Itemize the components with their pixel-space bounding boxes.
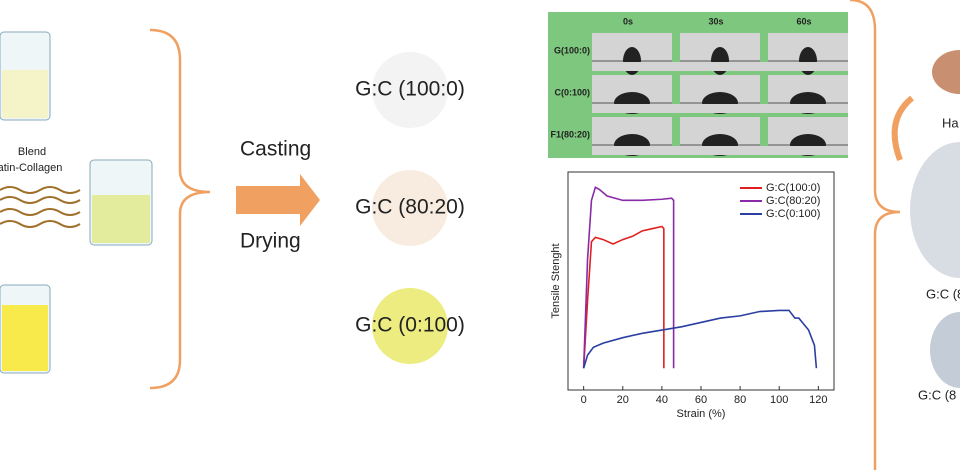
sample-label: C(0:100) [554, 87, 590, 97]
photo [910, 142, 960, 278]
mask [592, 146, 848, 155]
series-line [582, 225, 665, 369]
brace [849, 0, 901, 470]
time-label: 30s [708, 16, 723, 26]
time-label: 60s [796, 16, 811, 26]
series-line [582, 309, 818, 369]
legend-label: G:C(0:100) [766, 208, 820, 220]
time-label: 0s [623, 16, 633, 26]
photo-label: Ha [942, 115, 959, 130]
photo-label: G:C (8 [926, 286, 960, 301]
process-label: Casting [240, 138, 311, 161]
film [372, 170, 448, 246]
blend-label: Blend [18, 146, 46, 158]
beakers [0, 31, 153, 374]
film-label: G:C (80:20) [355, 196, 465, 219]
arrow [236, 174, 320, 226]
legend-label: G:C(100:0) [766, 182, 820, 194]
x-tick-label: 100 [770, 394, 788, 406]
x-tick-label: 20 [617, 394, 629, 406]
brace [149, 28, 211, 390]
plot-frame [567, 171, 835, 391]
legend-label: G:C(80:20) [766, 195, 820, 207]
photo [930, 312, 960, 388]
photo-label: G:C (8 [918, 387, 956, 402]
process-label: Drying [240, 230, 301, 253]
x-axis-label: Strain (%) [677, 408, 726, 420]
x-tick-label: 80 [734, 394, 746, 406]
x-tick-label: 40 [656, 394, 668, 406]
y-axis-label: Tensile Stenght [550, 243, 562, 318]
mask [592, 104, 848, 113]
mask [592, 62, 848, 71]
photo [932, 50, 960, 94]
film [372, 288, 448, 364]
film-label: G:C (100:0) [355, 78, 465, 101]
x-tick-label: 60 [695, 394, 707, 406]
series-line [582, 186, 675, 369]
blend-label: atin-Collagen [0, 162, 62, 174]
arrow [891, 95, 914, 162]
plot: 0 20 40 60 80 100 120 G:C(100:0)G:C(80:20)G:C(0… [581, 182, 828, 406]
contact-angle-grid: 0s 30s 60s G(100:0) C(0:100) F1(80:20) [550, 16, 848, 156]
film [372, 52, 448, 128]
x-tick-label: 0 [581, 394, 587, 406]
sample-label: G(100:0) [554, 45, 590, 55]
film-label: G:C (0:100) [355, 314, 465, 337]
x-tick-label: 120 [809, 394, 827, 406]
sample-label: F1(80:20) [550, 129, 590, 139]
